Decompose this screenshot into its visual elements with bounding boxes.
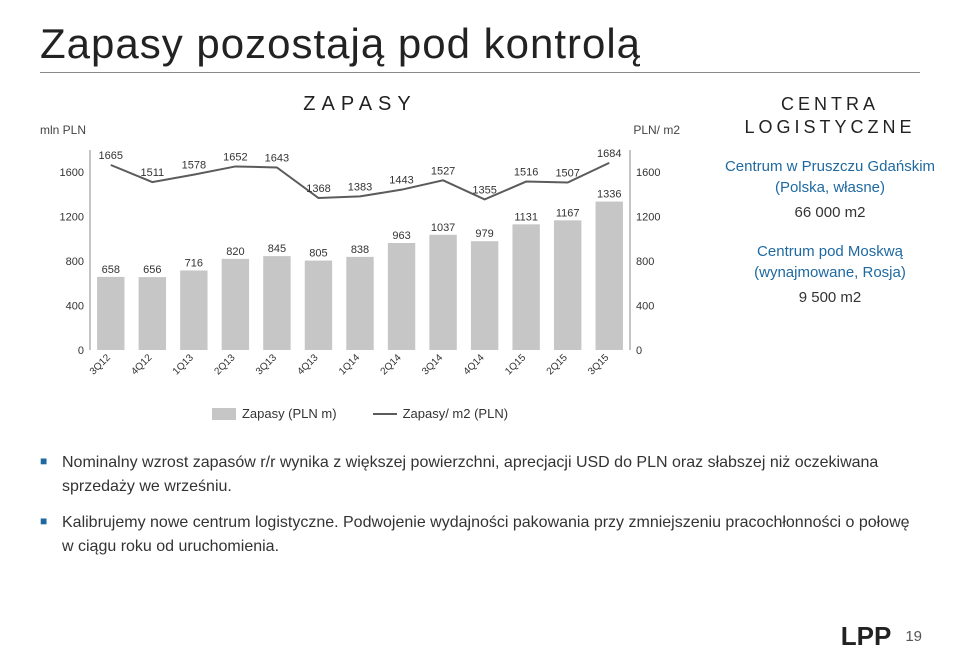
svg-text:800: 800 (636, 256, 654, 268)
chart-title: ZAPASY (40, 93, 680, 116)
svg-text:1684: 1684 (597, 148, 621, 160)
svg-text:1511: 1511 (140, 167, 164, 179)
svg-text:1200: 1200 (60, 212, 84, 224)
sidebox-item: Centrum pod Moskwą (wynajmowane, Rosja) 9… (710, 241, 950, 308)
svg-text:1200: 1200 (636, 212, 660, 224)
svg-text:658: 658 (102, 264, 120, 276)
legend-bar-label: Zapasy (PLN m) (242, 406, 337, 421)
bullet-list: Nominalny wzrost zapasów r/r wynika z wi… (40, 451, 920, 559)
svg-text:1527: 1527 (431, 165, 455, 177)
svg-text:1368: 1368 (306, 183, 330, 195)
chart-wrap: ZAPASY mln PLN PLN/ m2 0 400 800 1200 1600 0 4… (40, 93, 680, 400)
svg-text:3Q12: 3Q12 (88, 352, 113, 377)
svg-text:2Q13: 2Q13 (212, 352, 237, 377)
svg-text:716: 716 (185, 257, 203, 269)
svg-text:1600: 1600 (636, 167, 660, 179)
svg-text:838: 838 (351, 244, 369, 256)
sidebox-item-desc: Centrum w Pruszczu Gdańskim (Polska, wła… (710, 156, 950, 198)
svg-text:1516: 1516 (514, 167, 538, 179)
svg-text:4Q14: 4Q14 (462, 352, 487, 377)
svg-text:1643: 1643 (265, 152, 289, 164)
bullets: Nominalny wzrost zapasów r/r wynika z wi… (40, 451, 920, 559)
svg-text:2Q15: 2Q15 (545, 352, 570, 377)
svg-text:0: 0 (78, 345, 84, 357)
sidebox-title: CENTRA LOGISTYCZNE (710, 93, 950, 140)
svg-text:4Q12: 4Q12 (129, 352, 154, 377)
svg-text:3Q13: 3Q13 (254, 352, 279, 377)
svg-text:0: 0 (636, 345, 642, 357)
bullet-item: Kalibrujemy nowe centrum logistyczne. Po… (40, 511, 920, 559)
svg-text:1665: 1665 (99, 150, 123, 162)
svg-text:4Q13: 4Q13 (296, 352, 321, 377)
svg-text:1507: 1507 (555, 168, 579, 180)
legend-swatch-line-icon (373, 413, 397, 415)
legend-line-label: Zapasy/ m2 (PLN) (403, 406, 508, 421)
right-axis-label: PLN/ m2 (633, 123, 680, 137)
sidebox-items: Centrum w Pruszczu Gdańskim (Polska, wła… (710, 156, 950, 308)
svg-text:1652: 1652 (223, 151, 247, 163)
svg-text:656: 656 (143, 264, 161, 276)
svg-text:400: 400 (66, 301, 84, 313)
svg-text:400: 400 (636, 301, 654, 313)
sidebox-item-value: 66 000 m2 (710, 202, 950, 223)
legend-swatch-bar-icon (212, 408, 236, 420)
svg-text:820: 820 (226, 246, 244, 258)
footer: LPP 19 (841, 621, 922, 652)
svg-text:1Q15: 1Q15 (503, 352, 528, 377)
svg-text:845: 845 (268, 243, 286, 255)
svg-text:805: 805 (309, 248, 327, 260)
svg-text:1383: 1383 (348, 181, 372, 193)
svg-text:2Q14: 2Q14 (379, 352, 404, 377)
svg-text:3Q15: 3Q15 (586, 352, 611, 377)
sidebox-item-value: 9 500 m2 (710, 287, 950, 308)
svg-text:1Q14: 1Q14 (337, 352, 362, 377)
bullet-item: Nominalny wzrost zapasów r/r wynika z wi… (40, 451, 920, 499)
chart-column: ZAPASY mln PLN PLN/ m2 0 400 800 1200 1600 0 4… (40, 93, 680, 421)
svg-text:1578: 1578 (182, 160, 206, 172)
legend-bar: Zapasy (PLN m) (212, 406, 337, 421)
side-column: CENTRA LOGISTYCZNE Centrum w Pruszczu Gd… (710, 93, 950, 421)
main-row: ZAPASY mln PLN PLN/ m2 0 400 800 1200 1600 0 4… (40, 93, 920, 421)
svg-text:800: 800 (66, 256, 84, 268)
legend-line: Zapasy/ m2 (PLN) (373, 406, 508, 421)
svg-text:1336: 1336 (597, 189, 621, 201)
svg-text:979: 979 (475, 228, 493, 240)
left-axis-label: mln PLN (40, 123, 86, 137)
page-title: Zapasy pozostają pod kontrolą (40, 20, 920, 73)
svg-text:1355: 1355 (472, 184, 496, 196)
svg-text:1Q13: 1Q13 (171, 352, 196, 377)
svg-text:1600: 1600 (60, 167, 84, 179)
zapasy-chart: 0 400 800 1200 1600 0 400 800 1200 1600 658 656 716 8… (40, 120, 680, 400)
svg-text:1037: 1037 (431, 222, 455, 234)
svg-text:1443: 1443 (389, 175, 413, 187)
svg-text:1167: 1167 (556, 207, 580, 219)
sidebox-item: Centrum w Pruszczu Gdańskim (Polska, wła… (710, 156, 950, 223)
svg-text:963: 963 (392, 230, 410, 242)
logo: LPP (841, 621, 892, 652)
svg-text:1131: 1131 (514, 211, 538, 223)
svg-text:3Q14: 3Q14 (420, 352, 445, 377)
sidebox-item-desc: Centrum pod Moskwą (wynajmowane, Rosja) (710, 241, 950, 283)
page-number: 19 (905, 628, 922, 645)
chart-legend: Zapasy (PLN m) Zapasy/ m2 (PLN) (40, 406, 680, 421)
